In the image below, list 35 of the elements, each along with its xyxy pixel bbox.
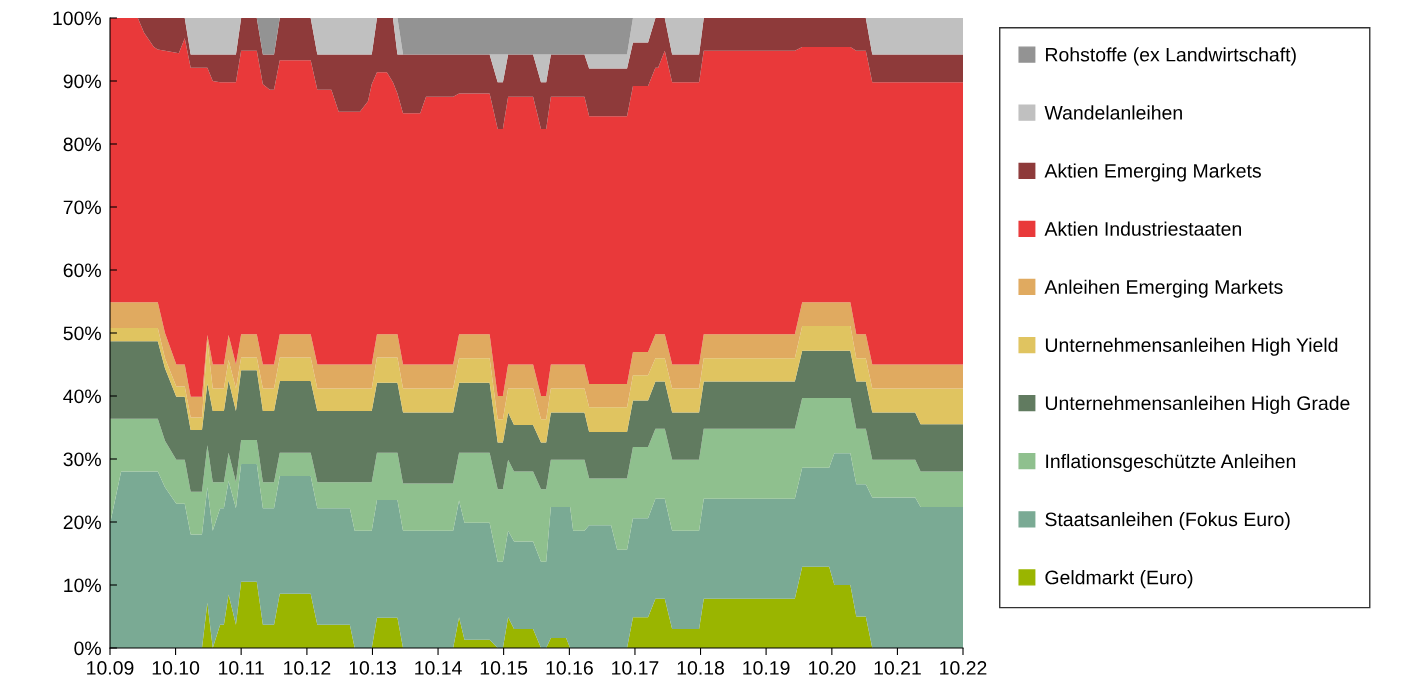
x-tick-label: 10.11	[219, 661, 264, 675]
x-tick-label: 10.18	[677, 661, 725, 675]
y-tick-label: 30%	[63, 452, 101, 467]
y-tick-label: 10%	[64, 578, 101, 593]
legend-label: Aktien Emerging Markets	[1044, 163, 1261, 182]
x-tick-label: 10.09	[87, 661, 134, 675]
x-tick-label: 10.22	[940, 661, 987, 675]
y-tick-label: 0%	[74, 641, 101, 656]
x-tick-label: 10.14	[415, 661, 462, 675]
y-tick-label: 20%	[63, 515, 101, 530]
x-tick-label: 10.17	[612, 661, 659, 675]
x-tick-label: 10.13	[349, 661, 396, 675]
legend-label: Geldmarkt (Euro)	[1045, 570, 1193, 589]
legend-label: Anleihen Emerging Markets	[1044, 279, 1283, 298]
y-tick-label: 70%	[63, 200, 101, 215]
x-tick-label: 10.21	[874, 661, 921, 675]
legend-label: Unternehmensanleihen High Yield	[1045, 337, 1338, 356]
y-tick-label: 80%	[63, 137, 101, 152]
x-tick-label: 10.19	[743, 661, 790, 675]
y-tick-label: 100%	[53, 11, 101, 26]
legend-label: Rohstoffe (ex Landwirtschaft)	[1046, 47, 1296, 66]
x-tick-label: 10.10	[152, 661, 200, 675]
x-tick-label: 10.12	[284, 661, 331, 675]
y-tick-label: 60%	[63, 263, 101, 278]
legend-label: Wandelanleihen	[1044, 105, 1182, 120]
x-tick-label: 10.15	[480, 661, 528, 675]
x-tick-label: 10.16	[546, 661, 593, 675]
y-tick-label: 40%	[63, 389, 101, 404]
legend-label: Unternehmensanleihen High Grade	[1045, 395, 1350, 414]
x-tick-label: 10.20	[809, 661, 856, 675]
legend-label: Aktien Industriestaaten	[1044, 221, 1241, 236]
legend-label: Staatsanleihen (Fokus Euro)	[1045, 511, 1290, 531]
y-tick-label: 90%	[63, 74, 101, 89]
y-tick-label: 50%	[63, 326, 101, 341]
legend-label: Inflationsgeschützte Anleihen	[1046, 453, 1296, 473]
